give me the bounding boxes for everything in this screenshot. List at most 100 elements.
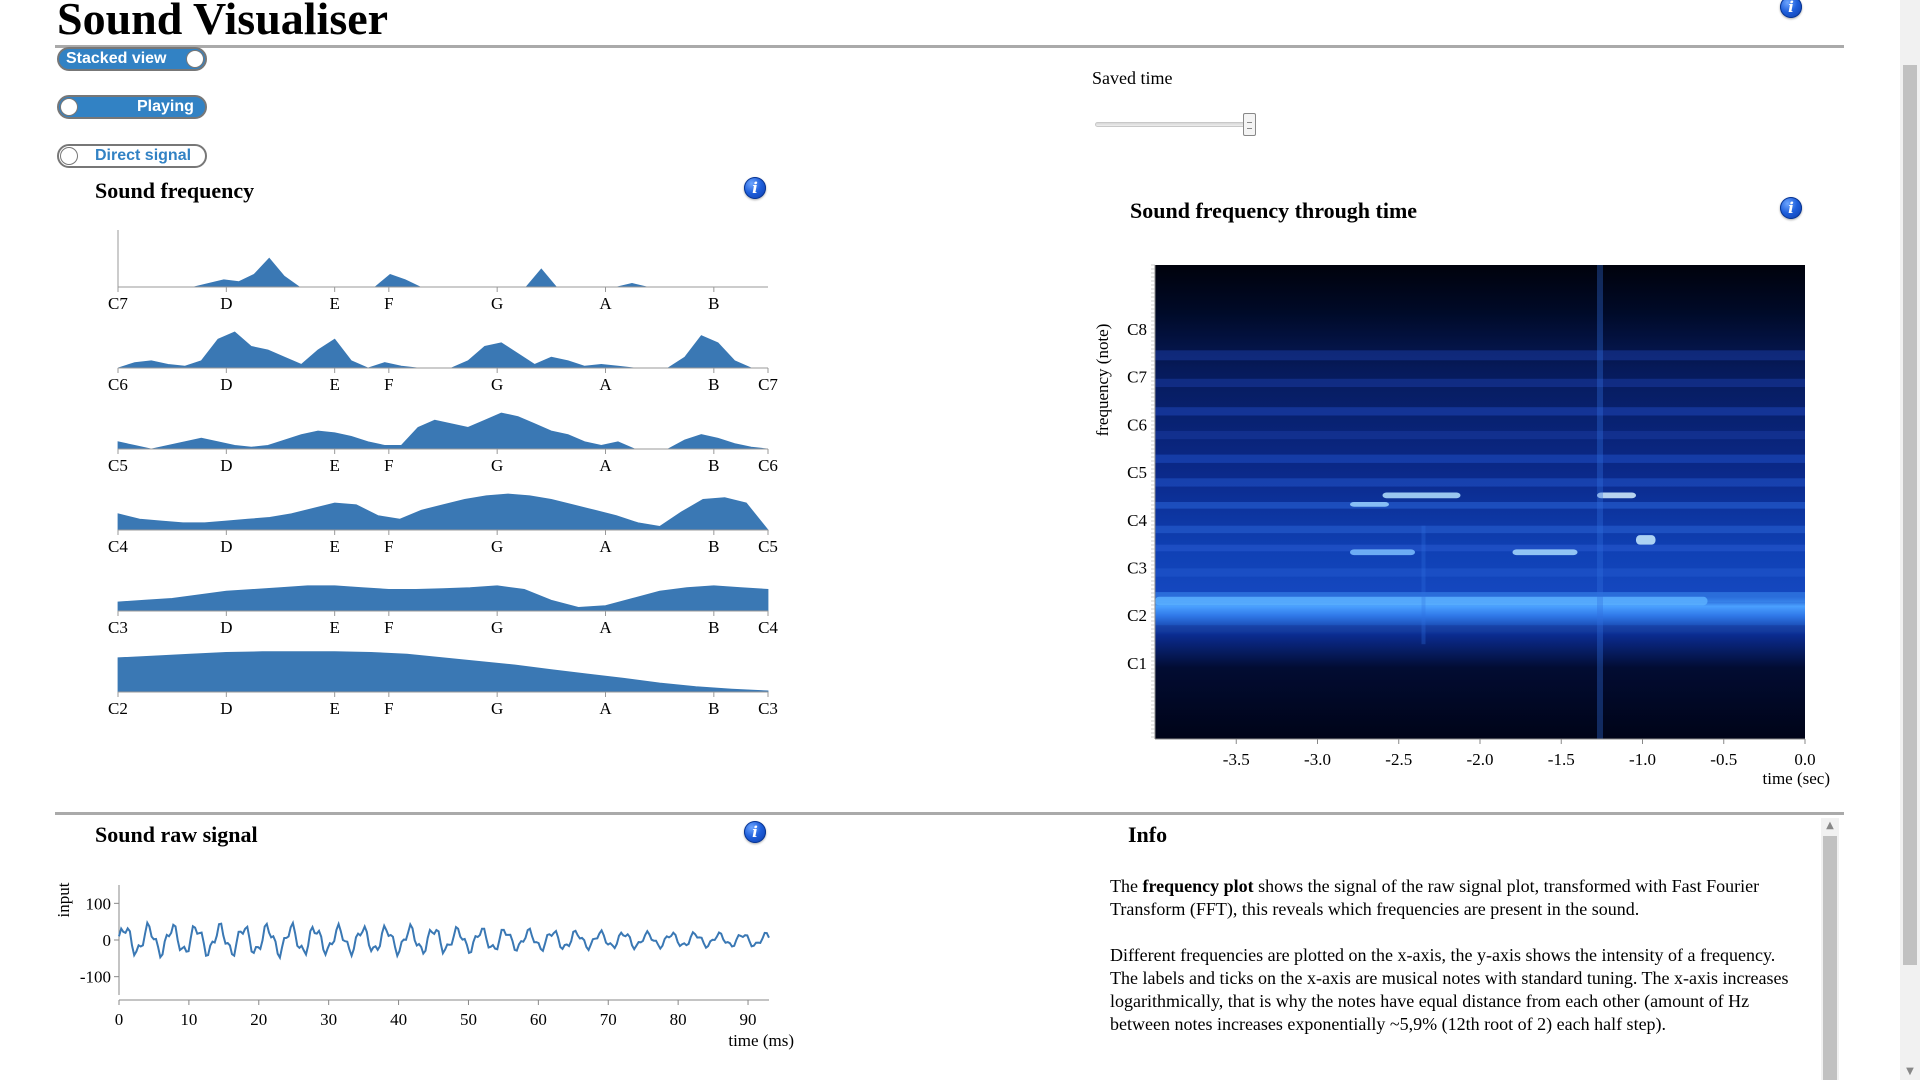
page-info-icon[interactable]: i xyxy=(1780,0,1802,18)
toggle-knob xyxy=(60,98,78,116)
note-label: F xyxy=(384,618,393,637)
page-title: Sound Visualiser xyxy=(57,0,389,44)
note-label: C5 xyxy=(758,537,778,556)
spec-y-tick-label: C5 xyxy=(1127,463,1147,482)
scroll-up-icon[interactable]: ▲ xyxy=(1826,820,1834,831)
raw-y-tick-label: 100 xyxy=(86,894,112,913)
note-label: F xyxy=(384,375,393,394)
note-label: C4 xyxy=(758,618,778,637)
saved-time-label: Saved time xyxy=(1092,68,1173,88)
spectrogram-title: Sound frequency through time xyxy=(1130,198,1418,223)
spec-y-tick-label: C7 xyxy=(1127,368,1147,387)
info-paragraph-1: The frequency plot shows the signal of t… xyxy=(1110,876,1760,919)
raw-signal-info-icon[interactable]: i xyxy=(744,821,766,843)
info-highlight: frequency plot xyxy=(1142,876,1254,896)
info-paragraph-2: Different frequencies are plotted on the… xyxy=(1110,945,1776,965)
octave-area-C4 xyxy=(117,493,769,531)
note-label: B xyxy=(708,375,719,394)
raw-x-tick-label: 30 xyxy=(320,1010,337,1029)
note-label: C5 xyxy=(108,456,128,475)
note-label: D xyxy=(220,456,232,475)
spec-y-tick-label: C1 xyxy=(1127,654,1147,673)
raw-x-tick-label: 10 xyxy=(180,1010,197,1029)
spectrogram-highlight xyxy=(1512,549,1578,556)
raw-x-tick-label: 90 xyxy=(740,1010,757,1029)
info-scrollbar[interactable]: ▲ xyxy=(1821,818,1839,1080)
octave-area-C2 xyxy=(117,651,769,693)
note-label: C6 xyxy=(758,456,778,475)
note-label: C7 xyxy=(108,294,128,313)
harmonic-band xyxy=(1155,544,1805,552)
spec-y-label: frequency (note) xyxy=(1093,324,1112,437)
spectrogram-info-icon[interactable]: i xyxy=(1780,197,1802,219)
spec-x-tick-label: -3.5 xyxy=(1223,750,1250,769)
note-label: B xyxy=(708,294,719,313)
note-label: A xyxy=(599,537,612,556)
page-scrollbar[interactable]: ▼ xyxy=(1900,0,1920,1080)
harmonic-band xyxy=(1155,350,1805,361)
info-title: Info xyxy=(1128,822,1168,847)
octave-area-C6 xyxy=(117,331,768,369)
note-label: B xyxy=(708,537,719,556)
note-label: D xyxy=(220,294,232,313)
note-label: G xyxy=(491,294,503,313)
info-scroll-thumb[interactable] xyxy=(1823,836,1837,1080)
saved-time-slider-thumb[interactable] xyxy=(1243,113,1256,136)
spec-x-tick-label: -1.0 xyxy=(1629,750,1656,769)
note-label: F xyxy=(384,699,393,718)
note-label: G xyxy=(491,618,503,637)
note-label: A xyxy=(599,456,612,475)
spectrogram-streak xyxy=(1421,525,1426,645)
note-label: C4 xyxy=(108,537,128,556)
note-label: F xyxy=(384,537,393,556)
spectrogram-highlight xyxy=(1350,549,1415,556)
spectrogram-highlight xyxy=(1636,535,1656,545)
octave-area-C7 xyxy=(118,257,768,288)
stacked-view-toggle[interactable]: Stacked view xyxy=(57,47,207,71)
note-label: C2 xyxy=(108,699,128,718)
raw-x-tick-label: 50 xyxy=(460,1010,477,1029)
raw-y-label: input xyxy=(54,882,73,917)
spec-x-tick-label: -2.5 xyxy=(1385,750,1412,769)
raw-x-tick-label: 0 xyxy=(115,1010,124,1029)
spec-x-tick-label: -3.0 xyxy=(1304,750,1331,769)
harmonic-band xyxy=(1155,407,1805,416)
note-label: D xyxy=(220,618,232,637)
note-label: C3 xyxy=(108,618,128,637)
note-label: A xyxy=(599,375,612,394)
note-label: E xyxy=(329,699,339,718)
top-divider xyxy=(55,45,1844,48)
frequency-title: Sound frequency xyxy=(95,178,255,203)
note-label: E xyxy=(329,618,339,637)
playing-toggle[interactable]: Playing xyxy=(57,95,207,119)
harmonic-band xyxy=(1155,430,1805,440)
harmonic-band xyxy=(1155,502,1805,509)
direct-signal-toggle[interactable]: Direct signal xyxy=(57,144,207,168)
saved-time-slider-track[interactable] xyxy=(1095,122,1247,127)
note-label: F xyxy=(384,294,393,313)
spectrogram-highlight xyxy=(1382,492,1461,499)
scroll-down-icon[interactable]: ▼ xyxy=(1906,1066,1914,1077)
raw-x-tick-label: 20 xyxy=(250,1010,267,1029)
note-label: G xyxy=(491,699,503,718)
raw-y-tick-label: -100 xyxy=(80,968,111,987)
note-label: A xyxy=(599,618,612,637)
note-label: G xyxy=(491,456,503,475)
page-scroll-thumb[interactable] xyxy=(1903,65,1917,965)
direct-signal-label: Direct signal xyxy=(95,147,192,164)
toggle-knob xyxy=(186,50,204,68)
spec-x-tick-label: -2.0 xyxy=(1467,750,1494,769)
spec-x-label: time (sec) xyxy=(1763,769,1831,788)
spectrogram-highlight xyxy=(1350,502,1389,507)
spectrogram-chart: C8 C7 C6 C5 C4 C3 C2 C1 frequency (note) -3.5 -3.0… xyxy=(1093,264,1831,788)
note-label: A xyxy=(599,699,612,718)
note-label: D xyxy=(220,375,232,394)
playing-label: Playing xyxy=(137,98,194,115)
toggle-knob xyxy=(60,147,78,165)
frequency-info-icon[interactable]: i xyxy=(744,177,766,199)
note-label: C7 xyxy=(758,375,778,394)
note-label: G xyxy=(491,537,503,556)
spec-x-tick-label: -0.5 xyxy=(1710,750,1737,769)
raw-signal-line xyxy=(118,919,770,961)
spectrogram-highlight xyxy=(1155,596,1708,606)
